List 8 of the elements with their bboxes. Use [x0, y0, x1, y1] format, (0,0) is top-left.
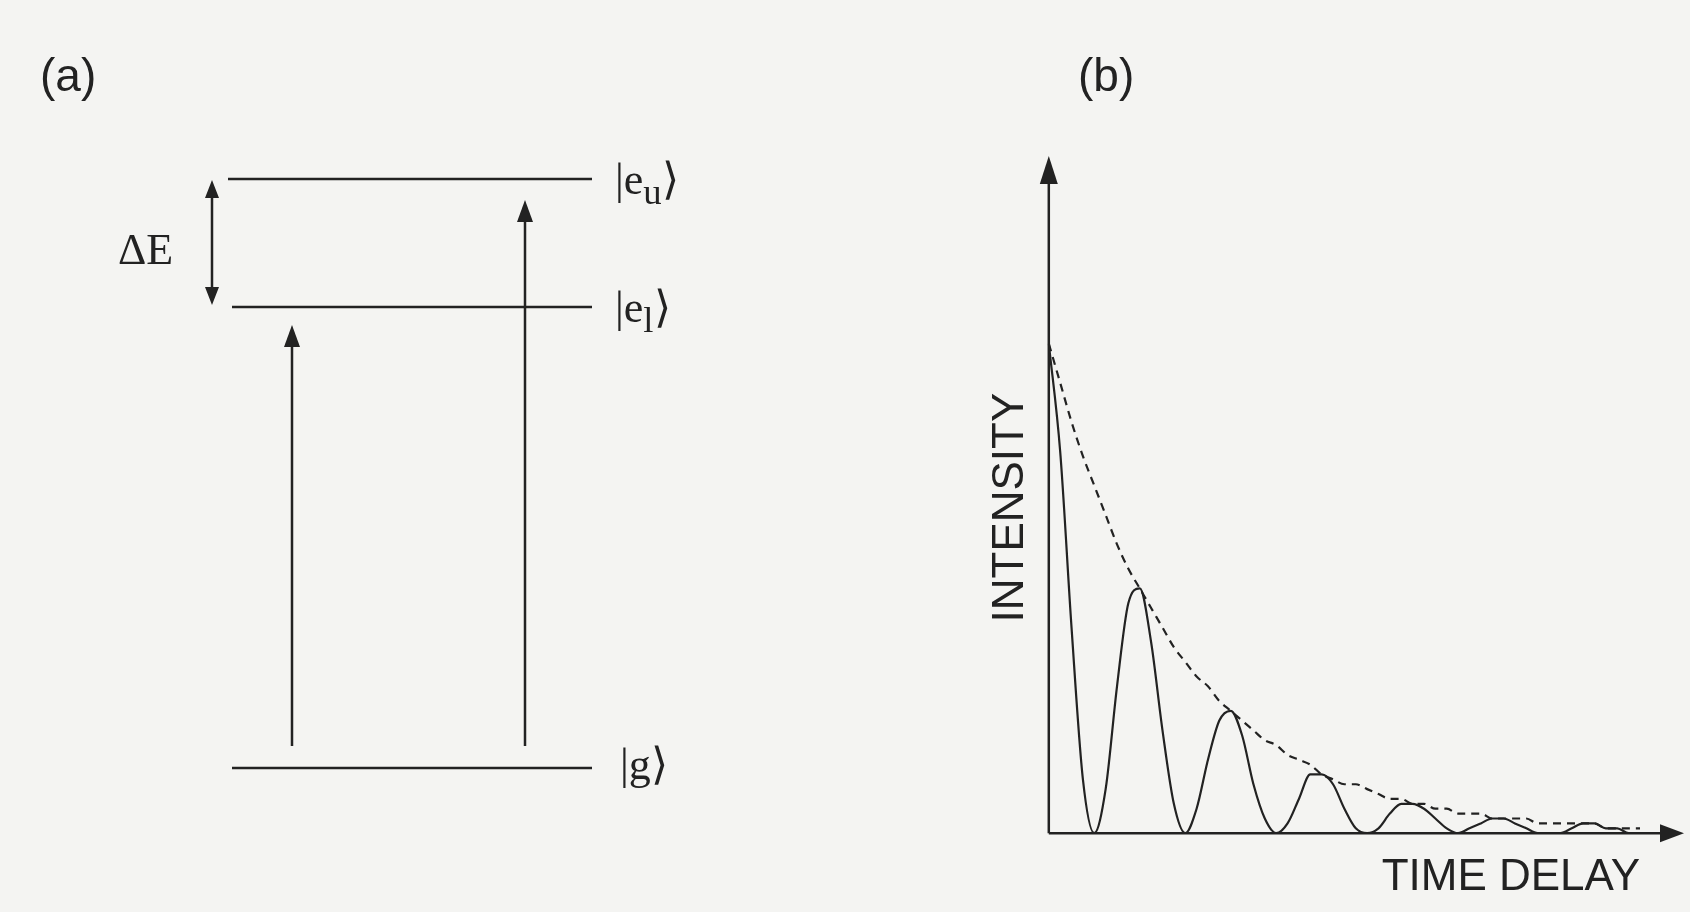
text: |e$_{l}$⟩ [615, 283, 671, 340]
text: |g⟩ [620, 740, 668, 789]
text: ΔE [118, 225, 174, 274]
x-axis-title: TIME DELAY [1381, 849, 1640, 899]
text: (a) [40, 49, 97, 101]
text: |e$_{u}$⟩ [615, 155, 679, 212]
chart-title: (b) [1078, 49, 1135, 101]
y-axis-title: INTENSITY [982, 392, 1032, 623]
